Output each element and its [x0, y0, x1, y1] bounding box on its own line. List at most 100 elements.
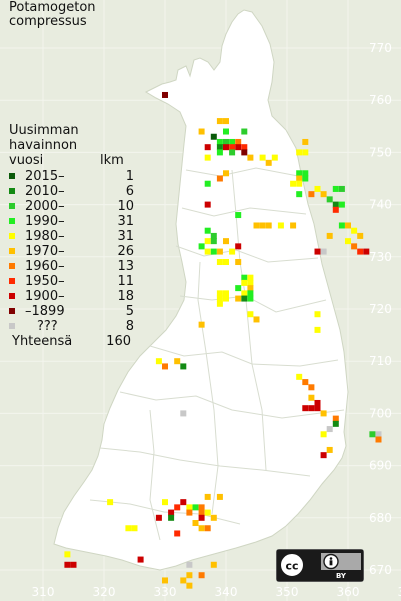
observation-marker	[308, 384, 315, 391]
legend-count: 31	[117, 229, 134, 244]
observation-marker	[338, 185, 345, 192]
observation-marker	[107, 499, 114, 506]
observation-marker	[259, 222, 266, 229]
observation-marker	[204, 509, 211, 516]
legend-row: 2010– 6	[9, 184, 134, 199]
legend-swatch	[9, 233, 15, 239]
observation-marker	[216, 295, 223, 302]
legend-row: 1950– 11	[9, 274, 134, 289]
observation-marker	[235, 285, 242, 292]
legend-row: 2015– 1	[9, 169, 134, 184]
observation-marker	[204, 238, 211, 245]
observation-marker	[70, 561, 77, 568]
observation-marker	[162, 499, 168, 506]
species-title-line1: Potamogeton	[9, 0, 96, 15]
northing-tick-label: 740	[369, 198, 392, 212]
observation-marker	[223, 118, 229, 125]
observation-marker	[180, 499, 187, 506]
easting-tick-label: 310	[32, 585, 55, 599]
observation-marker	[320, 431, 327, 438]
observation-marker	[296, 373, 303, 380]
legend-swatch	[9, 173, 15, 179]
northing-tick-label: 720	[369, 302, 392, 316]
observation-marker	[302, 379, 309, 386]
legend-year-label: 2010–	[25, 184, 65, 199]
legend-count: 1	[125, 169, 134, 184]
observation-marker	[204, 154, 211, 161]
observation-marker	[253, 316, 260, 323]
observation-marker	[204, 201, 211, 208]
observation-marker	[223, 290, 229, 297]
northing-tick-label: 760	[369, 93, 392, 107]
observation-marker	[332, 185, 339, 192]
northing-tick-labels: 770 760 750 740 730 720 710 700 690 680 670	[369, 41, 392, 577]
observation-marker	[338, 222, 345, 229]
northing-tick-label: 670	[369, 563, 392, 577]
observation-marker	[253, 222, 260, 229]
observation-marker	[131, 525, 138, 532]
legend-count: 11	[117, 274, 134, 289]
observation-marker	[216, 290, 223, 297]
observation-marker	[296, 191, 303, 198]
observation-marker	[125, 525, 132, 532]
observation-marker	[223, 238, 229, 245]
observation-marker	[198, 509, 205, 516]
observation-marker	[363, 248, 370, 255]
legend-year-label: –1899	[25, 304, 65, 319]
legend-swatch	[9, 248, 15, 254]
observation-marker	[308, 191, 315, 198]
legend-year-label: 1980–	[25, 229, 65, 244]
observation-marker	[332, 206, 339, 213]
observation-marker	[265, 222, 272, 229]
legend-swatch	[9, 203, 15, 209]
observation-marker	[314, 185, 321, 192]
observation-marker	[223, 259, 229, 266]
observation-marker	[210, 561, 217, 568]
legend-row: –1899 5	[9, 304, 134, 319]
observation-marker	[64, 561, 71, 568]
species-title-line2: compressus	[9, 14, 87, 29]
observation-marker	[235, 144, 242, 151]
legend-swatch	[9, 293, 15, 299]
observation-marker	[216, 493, 223, 500]
observation-marker	[235, 138, 242, 145]
observation-marker	[180, 363, 187, 370]
legend-count: 10	[117, 199, 134, 214]
observation-marker	[375, 431, 382, 438]
observation-marker	[192, 504, 199, 511]
observation-marker	[223, 295, 229, 302]
observation-marker	[314, 326, 321, 333]
license-badge[interactable]: cc BY	[276, 549, 364, 582]
observation-marker	[241, 144, 248, 151]
legend-swatch	[9, 278, 15, 284]
observation-marker	[351, 243, 358, 250]
legend-year-label: 1990–	[25, 214, 65, 229]
observation-marker	[302, 138, 309, 145]
observation-marker	[345, 222, 351, 229]
observation-marker	[198, 243, 205, 250]
observation-marker	[259, 154, 266, 161]
observation-marker	[302, 149, 309, 156]
observation-marker	[210, 232, 217, 239]
observation-marker	[290, 180, 297, 187]
observation-marker	[314, 311, 321, 318]
legend-column-count: lkm	[100, 153, 124, 168]
observation-marker	[247, 274, 254, 281]
northing-tick-label: 700	[369, 406, 392, 420]
observation-marker	[192, 520, 199, 527]
observation-marker	[216, 118, 223, 125]
observation-marker	[198, 321, 205, 328]
observation-marker	[180, 410, 187, 417]
observation-marker	[216, 138, 223, 145]
observation-marker	[314, 248, 321, 255]
observation-marker	[204, 144, 211, 151]
observation-marker	[241, 128, 248, 135]
legend-count: 18	[117, 289, 134, 304]
easting-tick-label: 370	[398, 585, 401, 599]
legend-row: 2000– 10	[9, 199, 134, 214]
observation-marker	[296, 170, 303, 177]
observation-marker	[320, 452, 327, 459]
observation-marker	[204, 248, 211, 255]
observation-marker	[174, 358, 181, 365]
observation-marker	[204, 227, 211, 234]
